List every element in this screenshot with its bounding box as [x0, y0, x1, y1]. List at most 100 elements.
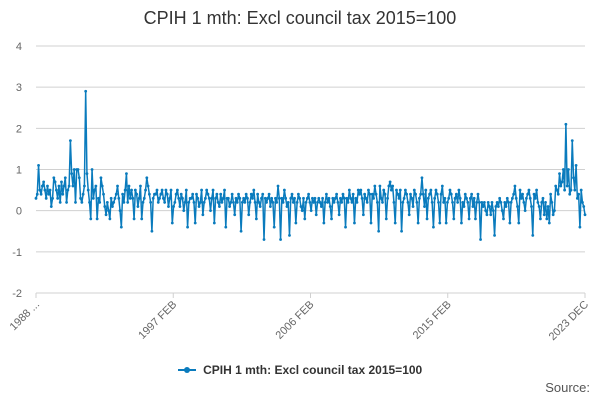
data-point [168, 196, 172, 200]
data-point [42, 180, 46, 184]
data-point [401, 201, 405, 204]
data-point [112, 201, 116, 204]
data-point [430, 201, 434, 204]
data-point [311, 196, 314, 200]
data-point [156, 201, 160, 204]
data-point [549, 192, 553, 196]
data-point [268, 205, 272, 208]
data-point [535, 188, 538, 192]
data-point [537, 205, 541, 208]
y-tick-label: 0 [16, 206, 22, 218]
data-point [342, 196, 346, 200]
data-point [448, 188, 452, 192]
data-point [493, 233, 496, 237]
data-point [126, 201, 130, 204]
data-point [40, 184, 44, 188]
data-point [541, 196, 545, 200]
data-point [488, 205, 491, 208]
grid-lines [35, 45, 586, 298]
data-point [52, 176, 56, 180]
data-point [47, 192, 51, 196]
data-point [113, 196, 117, 200]
data-point [218, 205, 221, 208]
data-point [284, 196, 288, 200]
data-point [579, 188, 583, 192]
data-point [196, 196, 200, 200]
data-point [359, 188, 363, 192]
data-point [556, 192, 560, 196]
data-point [409, 192, 412, 196]
data-point [474, 217, 477, 221]
data-point [128, 196, 132, 200]
data-point [265, 201, 268, 204]
data-point [466, 201, 470, 204]
data-point [235, 201, 239, 204]
data-point [215, 192, 219, 196]
data-point [326, 201, 330, 204]
data-point [331, 196, 335, 200]
data-point [133, 188, 137, 192]
data-point [438, 221, 442, 225]
data-point [384, 217, 388, 221]
data-point [291, 201, 295, 204]
data-point [228, 205, 232, 208]
data-point [303, 217, 307, 221]
data-point [539, 217, 542, 221]
y-axis-labels: -2 -1 0 1 2 3 4 [12, 41, 22, 300]
data-point [270, 196, 274, 200]
data-point [91, 196, 95, 200]
data-point [165, 192, 169, 196]
data-point [558, 172, 561, 176]
data-point [186, 225, 189, 229]
data-point [479, 238, 482, 241]
data-point [484, 209, 488, 213]
data-point [195, 192, 198, 196]
data-point [111, 205, 114, 208]
data-point [564, 122, 568, 126]
data-point [177, 196, 181, 200]
data-point [297, 192, 300, 196]
y-tick-label: -1 [12, 247, 22, 259]
series-layer [35, 90, 586, 241]
y-tick-label: 2 [16, 123, 22, 135]
data-point [360, 196, 364, 200]
data-point [161, 196, 165, 200]
data-point [200, 188, 203, 192]
data-point [170, 221, 174, 225]
legend[interactable]: CPIH 1 mth: Excl council tax 2015=100 [0, 363, 600, 377]
data-point [367, 188, 370, 192]
data-point [373, 184, 377, 188]
data-point [204, 196, 207, 200]
data-point [295, 201, 299, 204]
data-point [463, 192, 467, 196]
data-point [405, 192, 409, 196]
data-point [437, 201, 440, 204]
data-point [397, 196, 401, 200]
data-point [419, 192, 423, 196]
data-point [462, 205, 466, 208]
data-point [83, 184, 86, 188]
data-point [298, 196, 302, 200]
data-point [285, 205, 289, 208]
data-point [90, 168, 94, 171]
data-point [103, 205, 107, 208]
data-point [527, 188, 531, 192]
data-point [240, 201, 244, 204]
data-point [363, 192, 367, 196]
data-points [34, 89, 587, 241]
data-point [508, 221, 512, 225]
data-point [307, 192, 310, 196]
data-point [98, 201, 102, 204]
data-point [85, 172, 89, 176]
data-point [244, 192, 248, 196]
data-point [150, 229, 154, 233]
data-point [387, 184, 391, 188]
data-point [510, 196, 514, 200]
data-point [305, 196, 309, 200]
data-point [206, 192, 210, 196]
data-point [97, 196, 100, 200]
data-point [460, 221, 463, 225]
data-point [314, 213, 318, 217]
data-point [140, 217, 144, 221]
